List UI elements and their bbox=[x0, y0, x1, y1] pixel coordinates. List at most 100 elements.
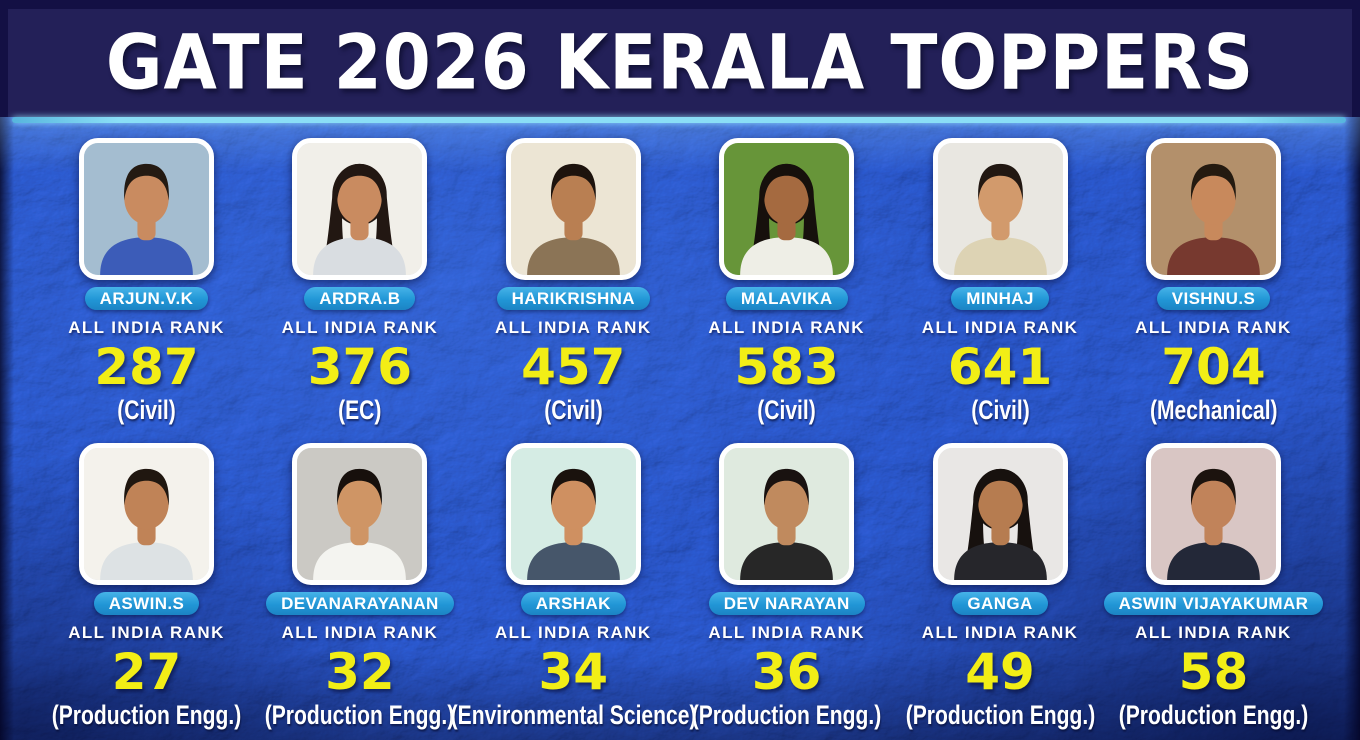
subject: (Production Engg.) bbox=[238, 700, 481, 730]
subject-text: (EC) bbox=[338, 395, 382, 425]
photo-frame bbox=[292, 443, 428, 585]
subject-text: (Production Engg.) bbox=[905, 700, 1095, 730]
name-badge: HARIKRISHNA bbox=[496, 287, 650, 310]
vignette-overlay bbox=[0, 117, 1360, 740]
topper-name: MALAVIKA bbox=[740, 288, 833, 308]
subject: (Mechanical) bbox=[1132, 395, 1296, 425]
rank-value: 376 bbox=[307, 338, 413, 396]
name-badge: ARSHAK bbox=[520, 592, 626, 615]
topper-card: ARDRA.B ALL INDIA RANK 376 (EC) bbox=[253, 138, 466, 425]
name-badge: VISHNU.S bbox=[1156, 287, 1271, 310]
rank-label: ALL INDIA RANK bbox=[708, 623, 865, 642]
person-avatar-icon bbox=[84, 448, 209, 580]
name-badge: ASWIN VIJAYAKUMAR bbox=[1103, 592, 1324, 615]
subject-text: (Civil) bbox=[970, 395, 1030, 425]
toppers-row-2: ASWIN.S ALL INDIA RANK 27 (Production En… bbox=[40, 443, 1324, 730]
rank-label: ALL INDIA RANK bbox=[1135, 623, 1292, 642]
subject: (Civil) bbox=[963, 395, 1038, 425]
person-avatar-icon bbox=[510, 143, 636, 275]
subject-text: (Production Engg.) bbox=[265, 700, 455, 730]
rank-value: 583 bbox=[734, 338, 839, 396]
topper-name: ASWIN.S bbox=[108, 593, 185, 613]
photo-frame bbox=[932, 443, 1068, 585]
subject-text: (Mechanical) bbox=[1149, 395, 1278, 425]
topper-card: DEV NARAYAN ALL INDIA RANK 36 (Productio… bbox=[680, 443, 893, 730]
header-banner: GATE 2026 KERALA TOPPERS bbox=[8, 9, 1352, 117]
page-title: GATE 2026 KERALA TOPPERS bbox=[105, 19, 1255, 107]
rank-value: 36 bbox=[751, 643, 822, 701]
photo-frame bbox=[79, 138, 214, 280]
subject-text: (Production Engg.) bbox=[1118, 700, 1309, 730]
topper-card: ARSHAK ALL INDIA RANK 34 (Environmental … bbox=[450, 443, 696, 730]
name-badge: ARJUN.V.K bbox=[84, 287, 209, 310]
photo-frame bbox=[505, 138, 641, 280]
topper-name: GANGA bbox=[967, 593, 1033, 613]
photo-frame bbox=[932, 138, 1068, 280]
subject: (Production Engg.) bbox=[25, 700, 268, 730]
rank-value: 457 bbox=[521, 338, 626, 396]
person-avatar-icon bbox=[724, 143, 850, 275]
rank-value: 704 bbox=[1161, 338, 1266, 396]
person-avatar-icon bbox=[510, 448, 636, 580]
subject-text: (Environmental Science) bbox=[450, 700, 697, 730]
photo-frame bbox=[1145, 138, 1281, 280]
subject: (Civil) bbox=[749, 395, 824, 425]
topper-name: ARSHAK bbox=[535, 593, 611, 613]
photo-frame bbox=[505, 443, 641, 585]
subject: (Environmental Science) bbox=[416, 700, 731, 730]
subject: (Civil) bbox=[536, 395, 611, 425]
person-avatar-icon bbox=[1150, 143, 1276, 275]
topper-name: VISHNU.S bbox=[1171, 288, 1256, 308]
subject: (Production Engg.) bbox=[879, 700, 1122, 730]
leather-background bbox=[0, 117, 1360, 740]
topper-card: VISHNU.S ALL INDIA RANK 704 (Mechanical) bbox=[1107, 138, 1320, 425]
topper-name: MINHAJ bbox=[966, 288, 1034, 308]
rank-label: ALL INDIA RANK bbox=[708, 318, 865, 337]
topper-name: ARJUN.V.K bbox=[99, 288, 194, 308]
rank-label: ALL INDIA RANK bbox=[921, 623, 1079, 642]
photo-frame bbox=[719, 138, 855, 280]
rank-label: ALL INDIA RANK bbox=[281, 623, 439, 642]
topper-card: HARIKRISHNA ALL INDIA RANK 457 (Civil) bbox=[467, 138, 680, 425]
rank-label: ALL INDIA RANK bbox=[495, 318, 652, 337]
topper-name: HARIKRISHNA bbox=[511, 288, 635, 308]
subject-text: (Civil) bbox=[117, 395, 176, 425]
rank-value: 27 bbox=[111, 643, 182, 701]
rank-label: ALL INDIA RANK bbox=[1135, 318, 1292, 337]
name-badge: DEV NARAYAN bbox=[708, 592, 865, 615]
rank-value: 58 bbox=[1178, 643, 1249, 701]
rank-value: 32 bbox=[325, 643, 395, 701]
topper-card: ARJUN.V.K ALL INDIA RANK 287 (Civil) bbox=[40, 138, 253, 425]
rank-value: 49 bbox=[965, 643, 1035, 701]
subject: (Civil) bbox=[109, 395, 184, 425]
person-avatar-icon bbox=[937, 448, 1063, 580]
topper-name: ARDRA.B bbox=[319, 288, 401, 308]
name-badge: ARDRA.B bbox=[304, 287, 416, 310]
rank-label: ALL INDIA RANK bbox=[921, 318, 1079, 337]
subject-text: (Civil) bbox=[544, 395, 603, 425]
person-avatar-icon bbox=[297, 448, 423, 580]
person-avatar-icon bbox=[724, 448, 850, 580]
rank-label: ALL INDIA RANK bbox=[68, 318, 225, 337]
subject-text: (Production Engg.) bbox=[691, 700, 882, 730]
name-badge: MINHAJ bbox=[951, 287, 1049, 310]
photo-frame bbox=[719, 443, 855, 585]
topper-card: DEVANARAYANAN ALL INDIA RANK 32 (Product… bbox=[253, 443, 466, 730]
name-badge: GANGA bbox=[952, 592, 1048, 615]
rank-label: ALL INDIA RANK bbox=[68, 623, 225, 642]
name-badge: ASWIN.S bbox=[93, 592, 200, 615]
divider-line bbox=[12, 117, 1346, 123]
topper-name: ASWIN VIJAYAKUMAR bbox=[1118, 593, 1309, 613]
subject: (EC) bbox=[332, 395, 388, 425]
subject: (Production Engg.) bbox=[665, 700, 908, 730]
topper-card: GANGA ALL INDIA RANK 49 (Production Engg… bbox=[894, 443, 1107, 730]
toppers-row-1: ARJUN.V.K ALL INDIA RANK 287 (Civil) ARD… bbox=[40, 138, 1320, 425]
topper-name: DEV NARAYAN bbox=[723, 593, 850, 613]
rank-label: ALL INDIA RANK bbox=[495, 623, 652, 642]
person-avatar-icon bbox=[937, 143, 1063, 275]
topper-card: MINHAJ ALL INDIA RANK 641 (Civil) bbox=[894, 138, 1107, 425]
person-avatar-icon bbox=[297, 143, 423, 275]
person-avatar-icon bbox=[1150, 448, 1276, 580]
subject-text: (Production Engg.) bbox=[51, 700, 242, 730]
